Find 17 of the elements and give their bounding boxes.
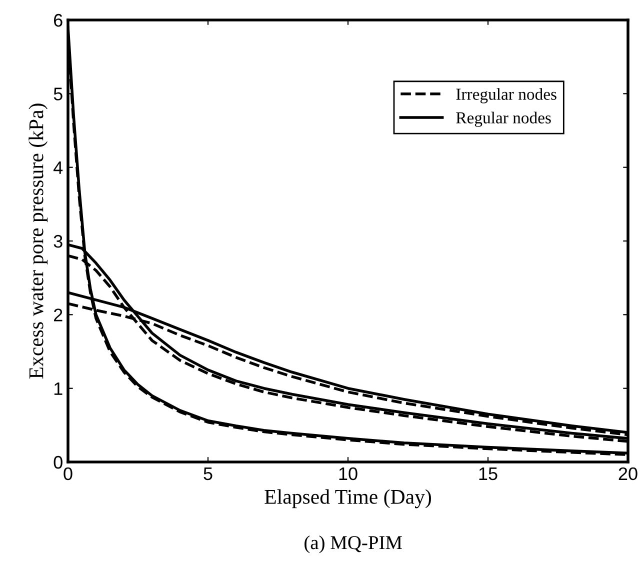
legend-label: Irregular nodes <box>456 88 556 104</box>
y-tick-label: 0 <box>54 456 62 469</box>
x-tick-label: 15 <box>479 468 498 480</box>
x-axis-title: Elapsed Time (Day) <box>264 489 431 508</box>
y-tick-label: 5 <box>54 88 62 100</box>
text: (a) MQ-PIM <box>304 536 402 554</box>
y-tick-label: 3 <box>54 234 62 248</box>
y-tick-label: 6 <box>54 14 62 27</box>
y-tick-label: 1 <box>54 382 62 395</box>
x-tick-label: 5 <box>204 468 212 480</box>
x-tick-label: 20 <box>618 467 638 480</box>
y-tick-label: 2 <box>54 308 62 322</box>
legend-label: Regular nodes <box>456 112 551 127</box>
x-tick-label: 10 <box>339 467 358 480</box>
y-axis-title: Excess water pore pressure (kPa) <box>28 104 48 379</box>
y-tick-label: 4 <box>54 161 63 174</box>
x-tick-label: 0 <box>64 467 72 480</box>
